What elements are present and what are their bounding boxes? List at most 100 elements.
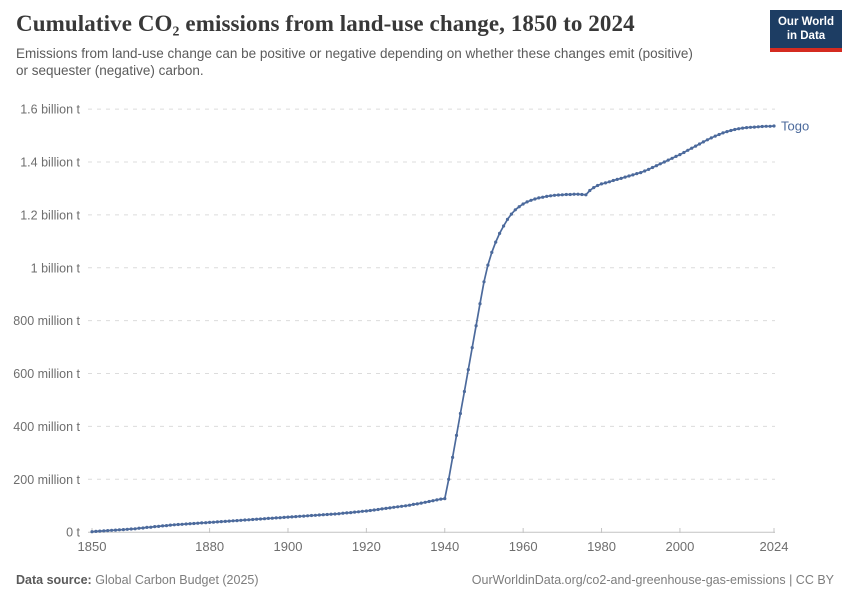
data-point: [400, 504, 404, 508]
data-point: [302, 514, 306, 518]
data-point: [451, 455, 455, 459]
data-point: [278, 516, 282, 520]
chart-footer: Data source: Global Carbon Budget (2025)…: [16, 573, 834, 587]
data-point: [141, 526, 145, 530]
data-point: [615, 177, 619, 181]
data-point: [313, 513, 317, 517]
data-point: [745, 126, 749, 130]
data-point: [588, 188, 592, 193]
data-point: [384, 506, 388, 510]
data-point: [376, 507, 380, 512]
y-axis-tick-label: 400 million t: [13, 420, 80, 434]
x-axis-tick-label: 2024: [760, 539, 789, 554]
data-point: [333, 512, 337, 516]
series-end-label-togo[interactable]: Togo: [781, 119, 809, 134]
data-point: [670, 156, 674, 160]
data-point: [200, 521, 204, 525]
data-point: [505, 217, 510, 221]
data-point: [721, 131, 725, 135]
data-point: [764, 124, 768, 128]
data-point: [157, 524, 161, 529]
data-point: [729, 128, 733, 133]
data-point: [415, 502, 419, 506]
data-point: [694, 144, 698, 148]
data-point: [537, 196, 541, 200]
data-point: [447, 477, 451, 481]
data-point: [584, 193, 588, 197]
data-point: [270, 516, 274, 520]
data-point: [650, 165, 655, 170]
data-point: [466, 368, 470, 372]
data-point: [525, 200, 529, 204]
x-axis-tick-label: 1920: [352, 539, 381, 554]
data-point: [396, 505, 400, 509]
x-axis-tick-label: 1850: [78, 539, 107, 554]
data-point: [125, 527, 129, 531]
data-point: [529, 198, 533, 202]
data-point: [454, 433, 459, 437]
data-point: [360, 509, 364, 513]
data-point: [262, 517, 267, 521]
data-point: [631, 173, 635, 177]
data-point: [690, 146, 694, 150]
x-axis-tick-label: 1960: [509, 539, 538, 554]
data-point: [247, 518, 251, 522]
data-point: [517, 205, 521, 209]
data-point: [741, 126, 745, 130]
data-point: [737, 127, 741, 131]
y-axis-tick-label: 800 million t: [13, 314, 80, 328]
data-point: [431, 499, 435, 503]
data-point: [388, 506, 392, 510]
page-subtitle: Emissions from land-use change can be po…: [16, 45, 693, 79]
data-point: [760, 124, 764, 129]
data-point: [286, 515, 290, 519]
x-axis-tick-label: 1940: [430, 539, 459, 554]
x-axis-tick-label: 1900: [274, 539, 303, 554]
data-point: [317, 513, 321, 517]
data-point: [255, 517, 259, 521]
owid-url-link[interactable]: OurWorldinData.org/co2-and-greenhouse-ga…: [471, 573, 834, 587]
data-point: [102, 529, 106, 533]
data-point: [196, 521, 200, 525]
data-point: [549, 194, 553, 198]
data-point: [713, 134, 717, 138]
data-point: [411, 502, 415, 506]
data-point: [443, 497, 447, 501]
series-line-togo[interactable]: [91, 125, 775, 533]
data-point: [192, 521, 196, 526]
data-point: [427, 499, 431, 504]
data-source-value: Global Carbon Budget (2025): [95, 573, 259, 587]
y-axis-tick-label: 0 t: [66, 526, 80, 540]
data-point: [161, 524, 165, 528]
data-point: [372, 508, 376, 512]
data-point: [478, 302, 482, 306]
data-source-note: Data source: Global Carbon Budget (2025): [16, 573, 259, 587]
data-point: [674, 154, 678, 158]
y-axis-tick-label: 1.4 billion t: [20, 155, 80, 169]
data-point: [133, 527, 137, 531]
data-point: [204, 521, 208, 525]
data-point: [768, 124, 772, 128]
data-point: [419, 501, 423, 505]
data-point: [725, 130, 729, 134]
data-point: [533, 197, 537, 201]
data-point: [223, 519, 227, 524]
data-point: [407, 503, 412, 507]
data-point: [658, 162, 662, 166]
y-axis-tick-label: 1.6 billion t: [20, 103, 80, 117]
data-point: [470, 346, 474, 350]
data-point: [580, 192, 584, 197]
data-point: [623, 175, 627, 179]
data-point: [349, 510, 353, 515]
data-point: [701, 140, 706, 144]
data-point: [309, 513, 314, 518]
chart-header: Cumulative CO₂ emissions from land-use c…: [16, 10, 750, 80]
data-point: [541, 195, 545, 199]
data-point: [705, 138, 710, 142]
data-point: [392, 505, 396, 509]
owid-logo[interactable]: Our World in Data: [770, 10, 842, 52]
data-point: [435, 498, 439, 502]
x-axis-tick-label: 1880: [195, 539, 224, 554]
